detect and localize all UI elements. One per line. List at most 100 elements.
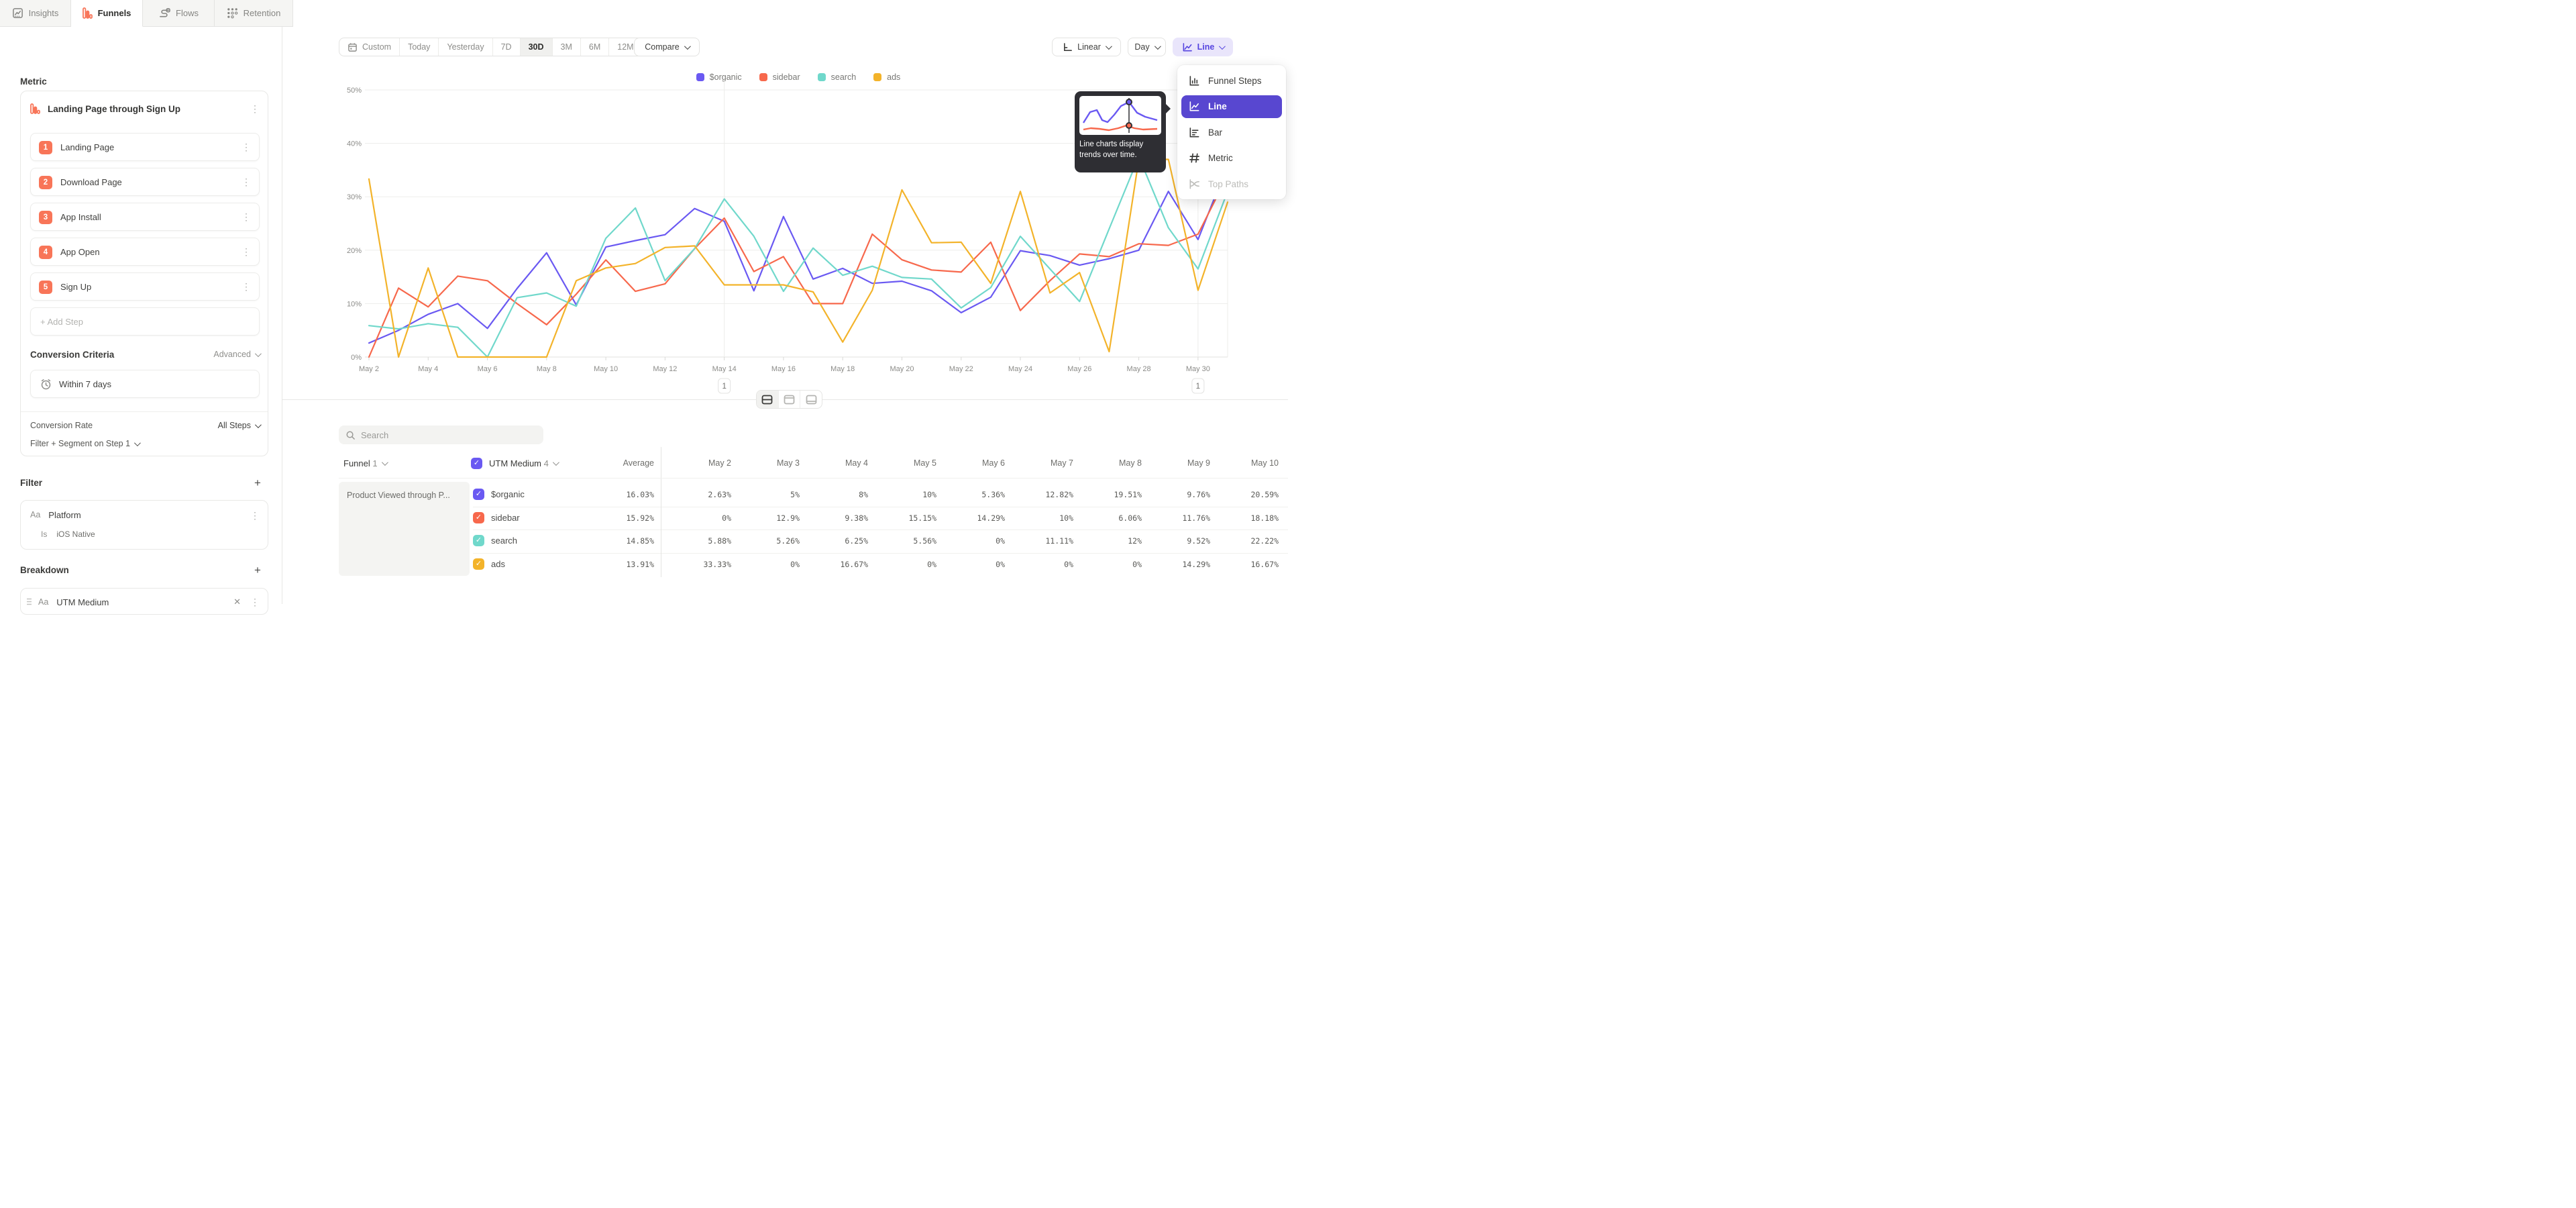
add-step-button[interactable]: + Add Step xyxy=(30,307,260,336)
step-kebab-icon[interactable]: ⋮ xyxy=(241,281,251,292)
search-input[interactable] xyxy=(361,430,537,440)
funnel-step-3[interactable]: 3 App Install ⋮ xyxy=(30,203,260,231)
filter-card[interactable]: Aa Platform ⋮ Is iOS Native xyxy=(20,500,268,550)
funnel-step-1[interactable]: 1 Landing Page ⋮ xyxy=(30,133,260,161)
step-number-badge: 2 xyxy=(39,176,52,189)
range-6m[interactable]: 6M xyxy=(581,38,610,56)
layout-split-toggle[interactable] xyxy=(757,391,779,408)
step-kebab-icon[interactable]: ⋮ xyxy=(241,246,251,257)
breakdown-column-header[interactable]: ✓ UTM Medium 4 xyxy=(471,454,559,472)
filter-operator[interactable]: Is xyxy=(41,530,48,539)
filter-value[interactable]: iOS Native xyxy=(56,530,95,539)
column-header-may-2[interactable]: May 2 xyxy=(708,458,731,468)
menu-item-bar[interactable]: Bar xyxy=(1181,121,1282,144)
retention-icon xyxy=(227,7,238,19)
step-kebab-icon[interactable]: ⋮ xyxy=(241,211,251,222)
funnel-kebab-icon[interactable]: ⋮ xyxy=(250,103,260,114)
legend-item-organic[interactable]: $organic xyxy=(696,72,742,82)
breakdown-kebab-icon[interactable]: ⋮ xyxy=(250,597,260,607)
range-3m[interactable]: 3M xyxy=(553,38,581,56)
step-kebab-icon[interactable]: ⋮ xyxy=(241,142,251,152)
range-today[interactable]: Today xyxy=(400,38,439,56)
range-12m[interactable]: 12M xyxy=(609,38,641,56)
row-checkbox[interactable]: ✓ xyxy=(473,511,484,523)
funnel-column-header[interactable]: Funnel 1 xyxy=(343,454,388,472)
row-label: search xyxy=(491,536,518,546)
table-row-search[interactable]: ✓ search xyxy=(473,535,517,546)
table-row-group-label[interactable]: Product Viewed through P... xyxy=(339,482,470,576)
column-header-may-6[interactable]: May 6 xyxy=(981,458,1005,468)
column-header-average[interactable]: Average xyxy=(623,458,654,468)
cell-value: 9.38% xyxy=(845,513,868,523)
add-breakdown-button[interactable]: + xyxy=(254,564,261,576)
filter-kebab-icon[interactable]: ⋮ xyxy=(250,510,260,521)
tab-insights[interactable]: Insights xyxy=(0,0,71,27)
tooltip-text: Line charts display trends over time. xyxy=(1079,140,1144,159)
interval-selector[interactable]: Day xyxy=(1128,38,1166,56)
menu-item-metric[interactable]: Metric xyxy=(1181,147,1282,170)
breakdown-card[interactable]: Aa UTM Medium ✕ ⋮ xyxy=(20,588,268,615)
annotation-badge[interactable]: 1 xyxy=(1191,378,1205,394)
compare-button[interactable]: Compare xyxy=(634,38,700,56)
line-chart[interactable]: 0% 10% 20% 30% 40% 50% May 2 May 4 May 6 May 8 May… xyxy=(339,60,1278,396)
legend-swatch xyxy=(759,73,767,81)
cell-value: 14.29% xyxy=(977,513,1005,523)
range-yesterday[interactable]: Yesterday xyxy=(439,38,493,56)
x-axis-tick: May 4 xyxy=(418,365,438,373)
filter-segment-toggle[interactable]: Filter + Segment on Step 1 xyxy=(30,439,141,448)
layout-chart-top-toggle[interactable] xyxy=(779,391,801,408)
tab-label: Flows xyxy=(176,8,199,18)
table-row-organic[interactable]: ✓ $organic xyxy=(473,489,525,500)
tab-retention[interactable]: Retention xyxy=(215,0,293,27)
tab-flows[interactable]: Flows xyxy=(143,0,215,27)
funnel-step-5[interactable]: 5 Sign Up ⋮ xyxy=(30,272,260,301)
column-header-may-8[interactable]: May 8 xyxy=(1118,458,1142,468)
cell-value: 15.15% xyxy=(908,513,936,523)
cell-value: 0% xyxy=(1132,559,1142,569)
chart-type-selector[interactable]: Line xyxy=(1173,38,1233,56)
menu-item-funnel-steps[interactable]: Funnel Steps xyxy=(1181,69,1282,92)
cell-value: 11.11% xyxy=(1045,536,1073,546)
funnel-step-2[interactable]: 2 Download Page ⋮ xyxy=(30,168,260,196)
legend-item-search[interactable]: search xyxy=(817,72,856,82)
row-checkbox[interactable]: ✓ xyxy=(473,489,484,500)
x-axis-tick: May 30 xyxy=(1186,365,1210,373)
annotation-badge[interactable]: 1 xyxy=(718,378,731,394)
tab-funnels[interactable]: Funnels xyxy=(71,0,143,27)
cell-value: 0% xyxy=(790,559,800,569)
table-row-sidebar[interactable]: ✓ sidebar xyxy=(473,511,520,523)
table-search[interactable] xyxy=(339,425,543,444)
column-header-may-5[interactable]: May 5 xyxy=(913,458,936,468)
conversion-window-row[interactable]: Within 7 days xyxy=(30,370,260,398)
column-header-may-7[interactable]: May 7 xyxy=(1050,458,1073,468)
column-header-may-9[interactable]: May 9 xyxy=(1187,458,1210,468)
step-kebab-icon[interactable]: ⋮ xyxy=(241,177,251,187)
column-header-may-4[interactable]: May 4 xyxy=(845,458,868,468)
range-7d[interactable]: 7D xyxy=(493,38,521,56)
row-checkbox[interactable]: ✓ xyxy=(473,558,484,570)
drag-handle-icon[interactable] xyxy=(26,598,32,605)
step-number-badge: 4 xyxy=(39,246,52,259)
column-header-may-10[interactable]: May 10 xyxy=(1251,458,1279,468)
conversion-criteria-advanced-toggle[interactable]: Advanced xyxy=(213,350,262,359)
cell-value: 9.52% xyxy=(1187,536,1210,546)
menu-item-line[interactable]: Line xyxy=(1181,95,1282,118)
remove-breakdown-icon[interactable]: ✕ xyxy=(233,597,241,607)
add-filter-button[interactable]: + xyxy=(254,476,261,489)
legend-item-ads[interactable]: ads xyxy=(873,72,900,82)
table-row-ads[interactable]: ✓ ads xyxy=(473,558,505,570)
scale-selector[interactable]: Linear xyxy=(1052,38,1121,56)
layout-chart-bottom-toggle[interactable] xyxy=(800,391,822,408)
legend-label: ads xyxy=(887,72,901,82)
range-30d[interactable]: 30D xyxy=(520,38,553,56)
cell-value: 0% xyxy=(927,559,936,569)
conversion-rate-selector[interactable]: All Steps xyxy=(218,421,262,430)
range-custom[interactable]: Custom xyxy=(339,38,400,56)
legend-item-sidebar[interactable]: sidebar xyxy=(759,72,800,82)
funnels-icon xyxy=(82,7,93,19)
row-checkbox[interactable]: ✓ xyxy=(473,535,484,546)
select-all-checkbox[interactable]: ✓ xyxy=(471,457,482,469)
column-header-may-3[interactable]: May 3 xyxy=(776,458,800,468)
funnel-step-4[interactable]: 4 App Open ⋮ xyxy=(30,238,260,266)
search-icon xyxy=(345,430,356,440)
